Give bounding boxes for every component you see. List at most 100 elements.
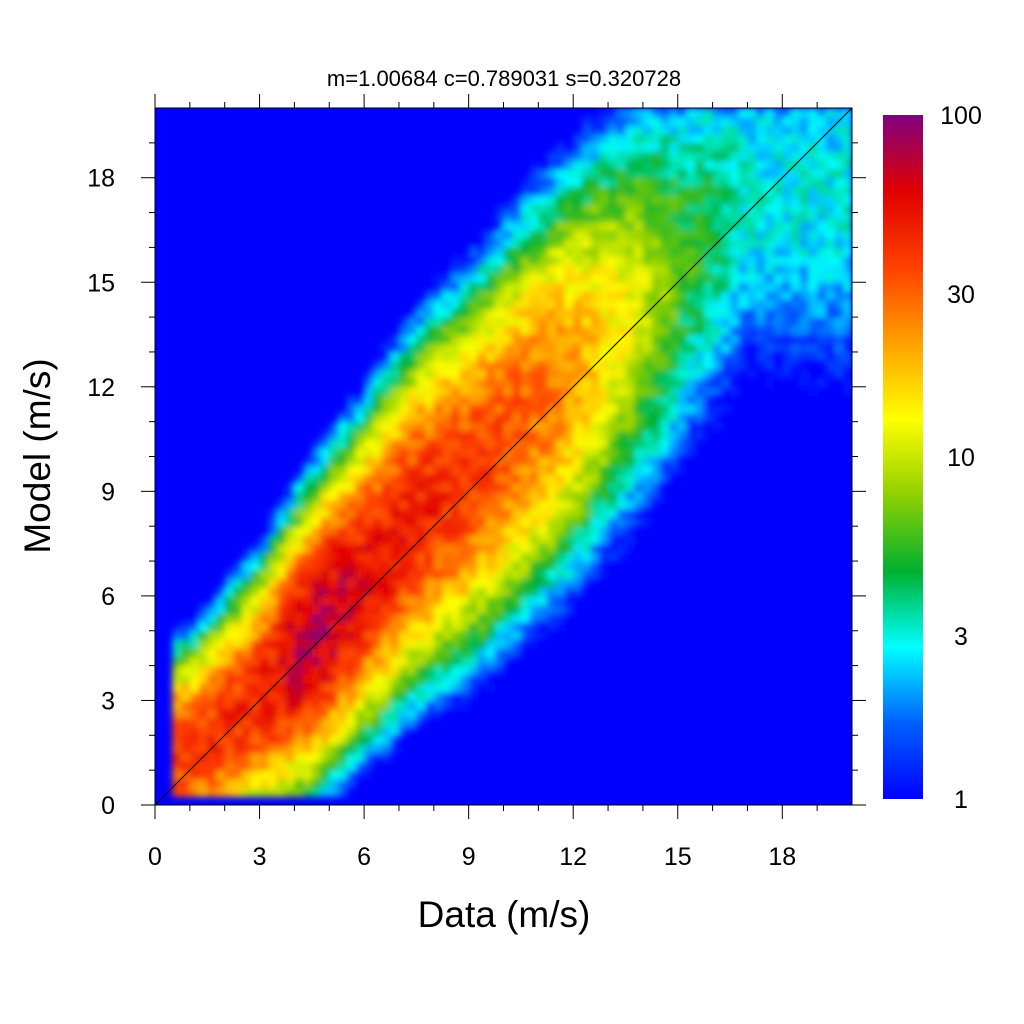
heatmap-cell (512, 238, 522, 248)
heatmap-cell (721, 273, 731, 283)
heatmap-cell (625, 482, 635, 492)
heatmap-cell (372, 526, 383, 536)
heatmap-cell (608, 264, 618, 275)
heatmap-cell (817, 203, 827, 214)
heatmap-cell (276, 604, 287, 614)
heatmap-cell (538, 168, 548, 179)
heatmap-cell (372, 735, 383, 745)
heatmap-cell (381, 491, 391, 501)
heatmap-cell (459, 630, 470, 641)
heatmap-cell (468, 430, 478, 440)
heatmap-cell (425, 351, 435, 362)
heatmap-cell (398, 587, 409, 597)
heatmap-cell (512, 604, 522, 614)
heatmap-cell (590, 561, 600, 571)
heatmap-cell (494, 508, 505, 519)
heatmap-cell (825, 229, 836, 240)
heatmap-cell (276, 578, 287, 588)
heatmap-cell (364, 683, 374, 693)
heatmap-cell (625, 142, 635, 153)
heatmap-cell (503, 465, 513, 475)
heatmap-cell (651, 421, 661, 431)
heatmap-cell (843, 203, 852, 214)
heatmap-cell (669, 317, 679, 327)
heatmap-cell (390, 439, 400, 449)
heatmap-cell (695, 168, 705, 179)
heatmap-cell (791, 273, 801, 283)
heatmap-cell (747, 256, 757, 266)
heatmap-cell (538, 569, 548, 580)
heatmap-cell (337, 630, 348, 641)
heatmap-cell (669, 125, 679, 135)
heatmap-cell (320, 622, 330, 632)
heatmap-cell (791, 360, 801, 370)
heatmap-cell (416, 465, 426, 475)
heatmap-cell (459, 456, 470, 466)
heatmap-cell (442, 447, 452, 458)
heatmap-cell (268, 508, 278, 519)
heatmap-cell (677, 134, 688, 144)
heatmap-cell (329, 543, 339, 553)
heatmap-cell (512, 587, 522, 597)
heatmap-cell (494, 473, 505, 484)
heatmap-cell (520, 325, 531, 336)
heatmap-cell (294, 517, 304, 527)
heatmap-cell (486, 473, 496, 484)
heatmap-cell (355, 717, 365, 728)
heatmap-cell (372, 700, 383, 710)
heatmap-cell (834, 151, 844, 161)
heatmap-cell (233, 752, 243, 763)
heatmap-cell (329, 465, 339, 475)
heatmap-cell (843, 186, 852, 196)
heatmap-cell (642, 108, 653, 118)
heatmap-cell (730, 229, 740, 240)
heatmap-cell (329, 447, 339, 458)
heatmap-cell (625, 508, 635, 519)
heatmap-cell (616, 430, 627, 440)
heatmap-cell (407, 308, 417, 318)
heatmap-cell (320, 456, 330, 466)
heatmap-cell (233, 613, 243, 623)
heatmap-cell (843, 386, 852, 397)
heatmap-cell (529, 195, 539, 205)
heatmap-cell (372, 726, 383, 736)
heatmap-cell (686, 142, 696, 153)
heatmap-cell (486, 273, 496, 283)
heatmap-cell (468, 238, 478, 248)
heatmap-cell (503, 229, 513, 240)
heatmap-cell (529, 247, 539, 257)
heatmap-cell (320, 744, 330, 754)
heatmap-cell (529, 351, 539, 362)
heatmap-cell (817, 290, 827, 301)
heatmap-cell (372, 386, 383, 397)
heatmap-cell (616, 517, 627, 527)
heatmap-cell (215, 691, 226, 702)
heatmap-cell (834, 212, 844, 222)
heatmap-cell (747, 264, 757, 275)
colorbar-label: 1 (954, 786, 968, 814)
heatmap-cell (477, 308, 487, 318)
heatmap-cell (468, 491, 478, 501)
heatmap-cell (764, 282, 775, 292)
heatmap-cell (477, 517, 487, 527)
heatmap-cell (242, 648, 252, 658)
heatmap-cell (451, 317, 461, 327)
heatmap-cell (529, 569, 539, 580)
heatmap-cell (390, 709, 400, 719)
heatmap-cell (294, 717, 304, 728)
heatmap-cell (486, 412, 496, 423)
heatmap-cell (555, 482, 566, 492)
heatmap-cell (372, 639, 383, 649)
heatmap-cell (608, 203, 618, 214)
heatmap-cell (581, 517, 592, 527)
heatmap-cell (703, 229, 714, 240)
heatmap-cell (303, 787, 313, 797)
heatmap-cell (459, 700, 470, 710)
heatmap-cell (599, 334, 609, 344)
heatmap-cell (782, 142, 792, 153)
heatmap-cell (695, 116, 705, 127)
heatmap-cell (756, 282, 766, 292)
heatmap-cell (590, 395, 600, 405)
heatmap-cell (390, 369, 400, 379)
heatmap-cell (564, 369, 574, 379)
